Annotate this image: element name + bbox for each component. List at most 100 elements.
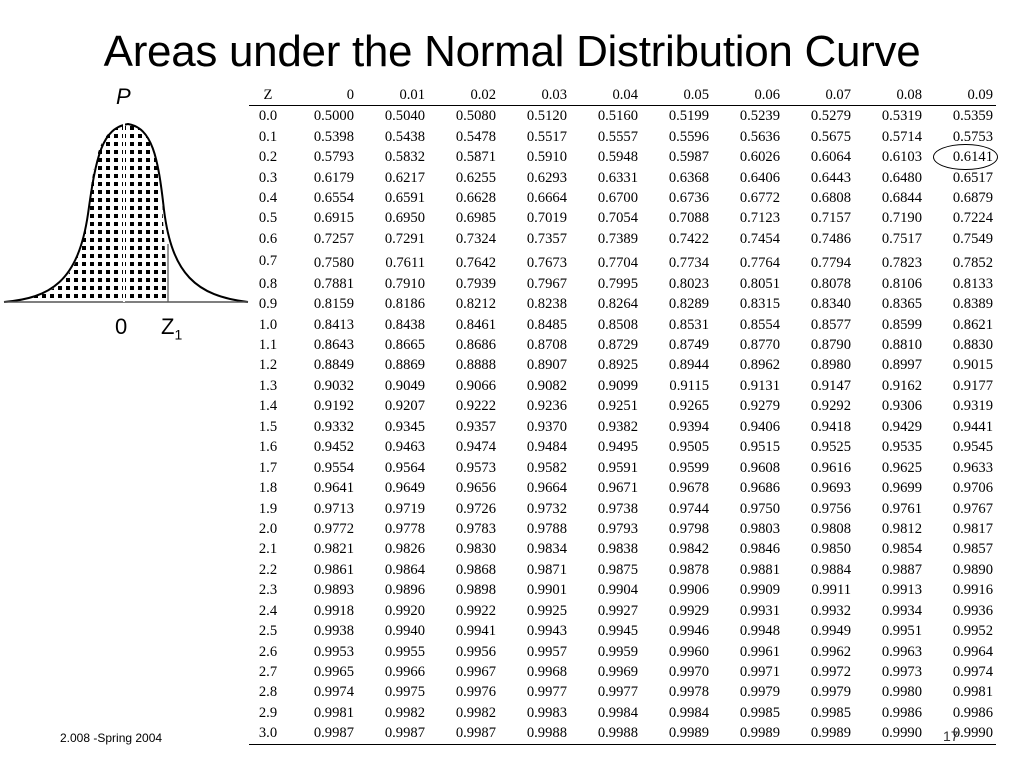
area-value-cell: 0.9984 <box>597 704 638 721</box>
area-value-cell: 0.8665 <box>384 337 425 354</box>
area-value-cell: 0.8888 <box>455 357 496 374</box>
area-value-cell: 0.9066 <box>455 377 496 394</box>
column-header: 0.09 <box>925 84 996 106</box>
table-row: 2.1 0.9821 0.9826 0.9830 0.9834 0.9838 0.9842 0… <box>249 539 996 559</box>
area-value-cell: 0.9756 <box>810 500 851 517</box>
footer-text: 2.008 -Spring 2004 <box>60 731 163 745</box>
area-value-cell: 0.9332 <box>313 418 354 435</box>
area-value-cell: 0.8365 <box>881 296 922 313</box>
column-header: 0.06 <box>712 84 783 106</box>
area-value-cell: 0.9965 <box>313 664 354 681</box>
area-value-cell: 0.9887 <box>881 561 922 578</box>
area-value-cell: 0.9934 <box>881 602 922 619</box>
area-value-cell: 0.9871 <box>526 561 567 578</box>
z-value-cell: 0.0 <box>258 108 278 125</box>
area-value-cell: 0.9192 <box>313 398 354 415</box>
area-value-cell: 0.8708 <box>526 337 567 354</box>
table-row: 0.4 0.6554 0.6591 0.6628 0.6664 0.6700 0.6736 0… <box>249 188 996 208</box>
area-value-cell: 0.7673 <box>526 255 567 272</box>
area-value-cell: 0.7549 <box>952 230 993 247</box>
area-value-cell: 0.8554 <box>739 316 780 333</box>
area-value-cell: 0.9452 <box>313 439 354 456</box>
column-header: 0.05 <box>641 84 712 106</box>
area-value-cell: 0.6103 <box>881 149 922 166</box>
table-row: 2.8 0.9974 0.9975 0.9976 0.9977 0.9977 0.9978 0… <box>249 682 996 702</box>
area-value-cell: 0.7794 <box>810 255 851 272</box>
area-value-cell: 0.8485 <box>526 316 567 333</box>
area-value-cell: 0.7123 <box>739 210 780 227</box>
area-value-cell: 0.5478 <box>455 128 496 145</box>
table-row: 0.3 0.6179 0.6217 0.6255 0.6293 0.6331 0.6368 0… <box>249 167 996 187</box>
table-row: 0.6 0.7257 0.7291 0.7324 0.7357 0.7389 0.7422 0… <box>249 229 996 249</box>
area-value-cell: 0.9664 <box>526 480 567 497</box>
area-value-cell: 0.9916 <box>952 582 993 599</box>
area-value-cell: 0.9641 <box>313 480 354 497</box>
area-value-cell: 0.8770 <box>739 337 780 354</box>
area-value-cell: 0.8643 <box>313 337 354 354</box>
area-value-cell: 0.9599 <box>668 459 709 476</box>
z-value-cell: 1.2 <box>258 357 278 374</box>
area-value-cell: 0.7357 <box>526 230 567 247</box>
area-value-cell: 0.9319 <box>952 398 993 415</box>
area-value-cell: 0.9976 <box>455 684 496 701</box>
area-value-cell: 0.9964 <box>952 643 993 660</box>
area-value-cell: 0.7224 <box>952 210 993 227</box>
area-value-cell: 0.6443 <box>810 169 851 186</box>
area-value-cell: 0.9901 <box>526 582 567 599</box>
area-value-cell: 0.6628 <box>455 189 496 206</box>
area-value-cell: 0.9147 <box>810 377 851 394</box>
area-value-cell: 0.9761 <box>881 500 922 517</box>
area-value-cell: 0.9961 <box>739 643 780 660</box>
highlight-circle <box>933 143 998 171</box>
table-row: 2.4 0.9918 0.9920 0.9922 0.9925 0.9927 0.9929 0… <box>249 601 996 621</box>
area-value-cell: 0.9554 <box>313 459 354 476</box>
table-row: 0.5 0.6915 0.6950 0.6985 0.7019 0.7054 0.7088 0… <box>249 208 996 228</box>
table-row: 0.1 0.5398 0.5438 0.5478 0.5517 0.5557 0.5596 0… <box>249 126 996 146</box>
area-value-cell: 0.5636 <box>739 128 780 145</box>
area-value-cell: 0.9131 <box>739 377 780 394</box>
area-value-cell: 0.8159 <box>313 296 354 313</box>
area-value-cell: 0.9896 <box>384 582 425 599</box>
area-value-cell: 0.7611 <box>385 255 425 272</box>
z-value-cell: 2.6 <box>258 643 278 660</box>
area-value-cell: 0.9990 <box>925 723 996 745</box>
normal-curve-svg <box>3 114 249 303</box>
area-value-cell: 0.9909 <box>739 582 780 599</box>
area-value-cell: 0.5714 <box>881 128 922 145</box>
area-value-cell: 0.9949 <box>810 623 851 640</box>
area-value-cell: 0.5239 <box>739 108 780 125</box>
area-value-cell: 0.9986 <box>881 704 922 721</box>
area-value-cell: 0.7088 <box>668 210 709 227</box>
area-value-cell: 0.5557 <box>597 128 638 145</box>
area-value-cell: 0.8849 <box>313 357 354 374</box>
area-value-cell: 0.9850 <box>810 541 851 558</box>
area-value-cell: 0.5832 <box>384 149 425 166</box>
area-value-cell: 0.8264 <box>597 296 638 313</box>
z-value-cell: 1.1 <box>258 337 278 354</box>
area-value-cell: 0.9878 <box>668 561 709 578</box>
area-value-cell: 0.6554 <box>313 189 354 206</box>
z-value-cell: 2.2 <box>258 561 278 578</box>
area-value-cell: 0.6664 <box>526 189 567 206</box>
area-value-cell: 0.9032 <box>313 377 354 394</box>
area-value-cell: 0.9918 <box>313 602 354 619</box>
area-value-cell: 0.9505 <box>668 439 709 456</box>
area-value-cell: 0.8438 <box>384 316 425 333</box>
z-value-cell: 1.4 <box>258 398 278 415</box>
area-value-cell: 0.6736 <box>668 189 709 206</box>
area-value-cell: 0.9941 <box>455 623 496 640</box>
table-row: 2.3 0.9893 0.9896 0.9898 0.9901 0.9904 0.9906 0… <box>249 580 996 600</box>
area-value-cell: 0.9898 <box>455 582 496 599</box>
area-value-cell: 0.9982 <box>384 704 425 721</box>
area-value-cell: 0.8531 <box>668 316 709 333</box>
area-value-cell: 0.9957 <box>526 643 567 660</box>
area-value-cell: 0.9952 <box>952 623 993 640</box>
area-value-cell: 0.9834 <box>526 541 567 558</box>
area-value-cell: 0.6879 <box>952 189 993 206</box>
area-value-cell: 0.7764 <box>739 255 780 272</box>
area-value-cell: 0.7910 <box>384 275 425 292</box>
z-value-cell: 0.2 <box>258 149 278 166</box>
area-value-cell: 0.8980 <box>810 357 851 374</box>
table-row: 0.2 0.5793 0.5832 0.5871 0.5910 0.5948 0.5987 0… <box>249 147 996 167</box>
area-value-cell: 0.7257 <box>313 230 354 247</box>
